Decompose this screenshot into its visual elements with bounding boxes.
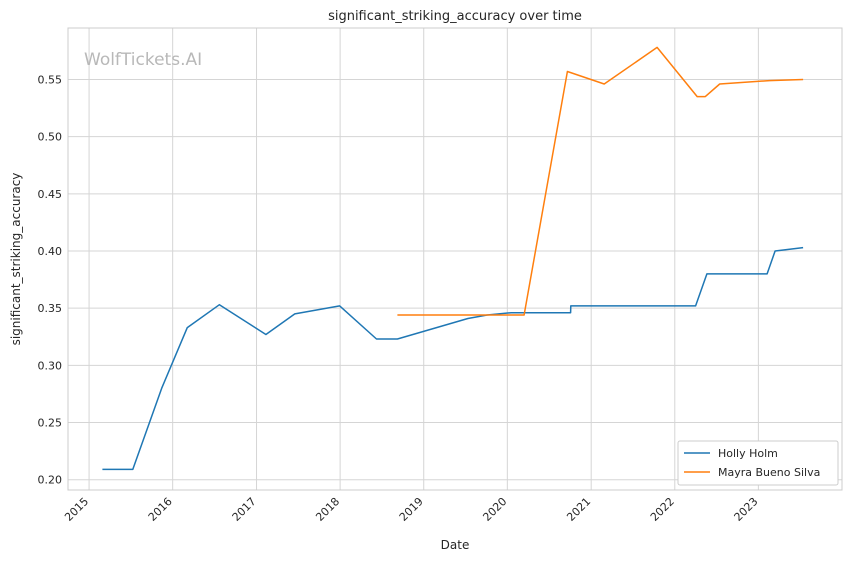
- y-tick-label: 0.25: [38, 417, 63, 430]
- x-tick-label: 2023: [732, 495, 761, 524]
- x-tick-label: 2019: [397, 495, 426, 524]
- series-line-1: [397, 46, 804, 316]
- y-tick-label: 0.40: [38, 245, 63, 258]
- legend-label: Holly Holm: [718, 447, 778, 460]
- legend-box: [677, 440, 839, 486]
- series-lines: [102, 46, 804, 471]
- plot-frame: [67, 27, 843, 491]
- x-tick-label: 2015: [62, 495, 91, 524]
- x-tick-label: 2022: [648, 495, 677, 524]
- chart-title: significant_striking_accuracy over time: [328, 9, 582, 24]
- y-tick-label: 0.55: [38, 73, 63, 86]
- x-tick-label: 2017: [230, 495, 259, 524]
- watermark-text: WolfTickets.AI: [84, 50, 202, 70]
- y-axis-label: significant_striking_accuracy: [9, 173, 23, 346]
- y-tick-label: 0.50: [38, 131, 63, 144]
- x-tick-label: 2018: [313, 495, 342, 524]
- legend-label: Mayra Bueno Silva: [718, 466, 820, 479]
- series-line-0: [102, 246, 804, 471]
- x-tick-label: 2021: [564, 495, 593, 524]
- y-tick-label: 0.35: [38, 302, 63, 315]
- x-axis-label: Date: [441, 538, 470, 552]
- tick-labels: 0.20 0.25 0.30 0.35 0.40 0.45 0.50 0.55 2015 2016…: [38, 73, 761, 523]
- y-tick-label: 0.45: [38, 188, 63, 201]
- x-tick-label: 2020: [480, 495, 509, 524]
- grid: [68, 28, 842, 490]
- x-tick-label: 2016: [146, 495, 175, 524]
- y-tick-label: 0.30: [38, 359, 63, 372]
- legend: Holly Holm Mayra Bueno Silva: [677, 440, 839, 486]
- y-tick-label: 0.20: [38, 474, 63, 487]
